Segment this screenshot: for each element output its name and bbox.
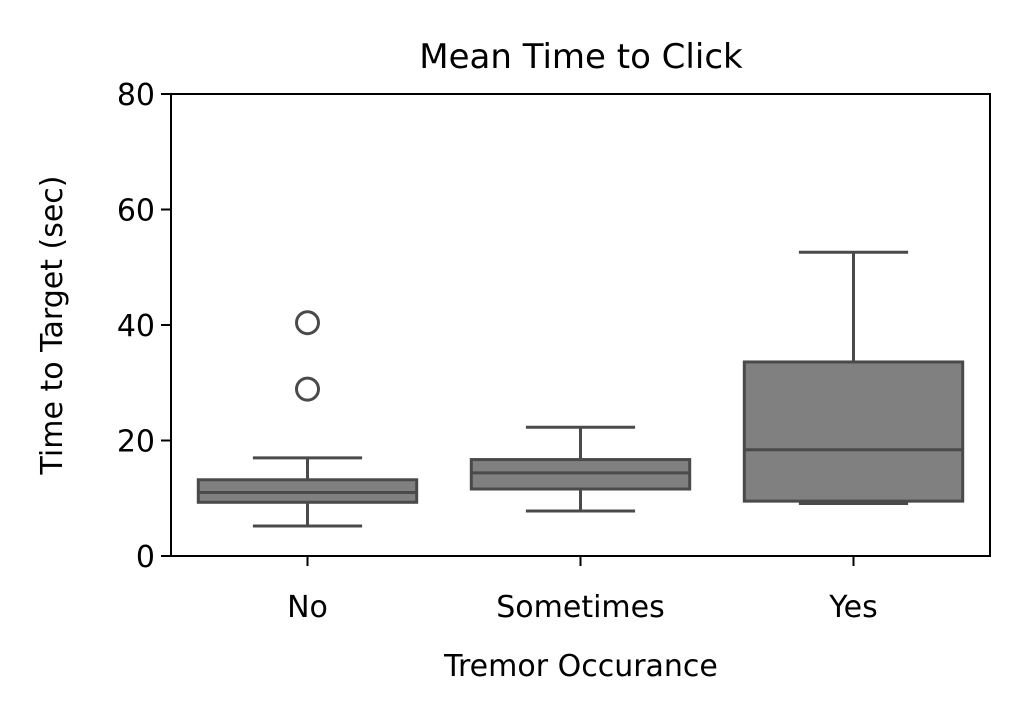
x-tick-label: Sometimes [496,590,665,625]
x-axis-label: Tremor Occurance [443,649,718,684]
x-tick-label: No [287,590,328,625]
y-tick-label: 20 [117,425,155,460]
plot-frame [170,93,991,557]
y-tick-label: 80 [117,78,155,113]
y-tick-label: 0 [136,540,155,575]
box-yes [742,360,965,503]
outlier-point-no [295,376,320,402]
x-tick-label: Yes [828,590,877,625]
chart-title: Mean Time to Click [419,37,743,77]
y-tick-label: 60 [117,194,155,229]
y-tick-label: 40 [117,309,155,344]
plot-area: No Sometimes Yes 0 20 40 60 80 [117,78,991,625]
y-axis-label: Time to Target (sec) [35,176,70,476]
outlier-point-no [295,310,320,336]
